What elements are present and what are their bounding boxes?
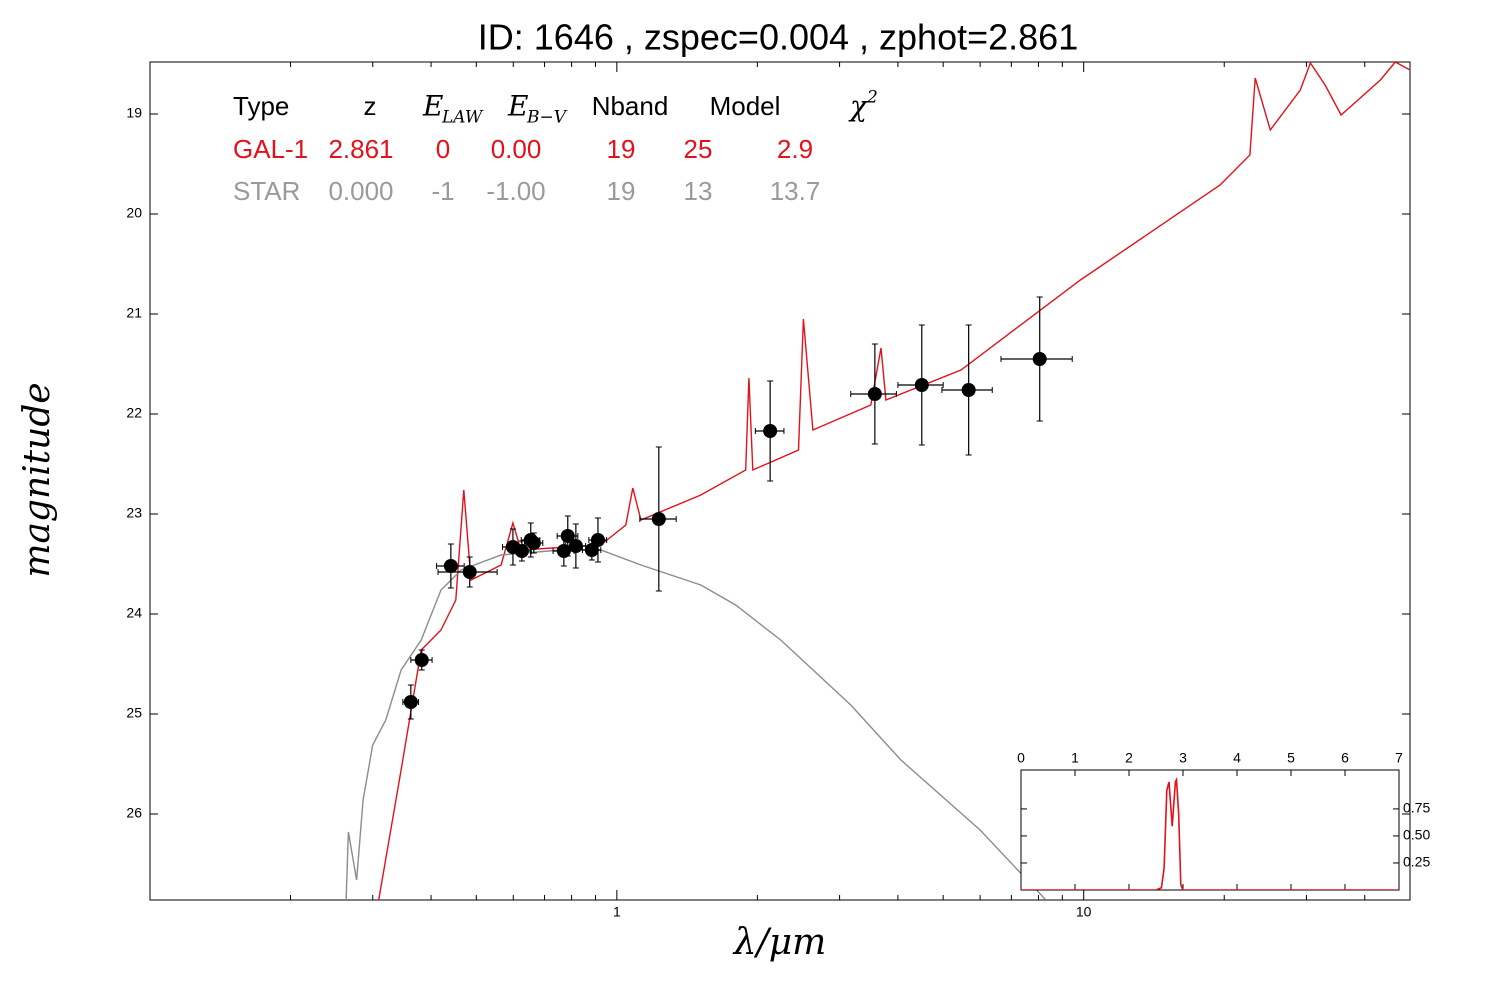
y-tick-label: 26: [126, 805, 142, 821]
inset-x-tick-label: 1: [1071, 750, 1079, 766]
y-axis-label: magnitude: [17, 382, 58, 577]
inset-x-tick-label: 7: [1395, 750, 1403, 766]
y-tick-label: 25: [126, 705, 142, 721]
data-point: [568, 539, 583, 553]
data-point: [403, 695, 418, 709]
data-point: [914, 378, 929, 392]
table-cell: 0.00: [491, 134, 542, 164]
table-header: Type: [233, 91, 289, 121]
x-tick-label: 10: [1076, 904, 1092, 920]
models: [345, 62, 1410, 900]
plot-frame: [149, 61, 1411, 901]
table-header: Nband: [592, 91, 669, 121]
data-point: [584, 543, 599, 557]
table-header: E: [507, 90, 528, 123]
inset-x-tick-label: 6: [1341, 750, 1349, 766]
inset-x-tick-label: 5: [1287, 750, 1295, 766]
y-tick-label: 24: [126, 605, 142, 621]
table-cell: 2.9: [777, 134, 813, 164]
inset-x-tick-label: 2: [1125, 750, 1133, 766]
inset-y-tick-label: 0.25: [1403, 854, 1430, 870]
table-header-sub: LAW: [441, 108, 484, 128]
table-cell: 0.000: [328, 176, 393, 206]
data-point: [462, 565, 477, 579]
data-point: [1032, 352, 1047, 366]
table-cell: 13.7: [770, 176, 821, 206]
model-curve: [378, 62, 1410, 900]
data-point: [590, 533, 605, 547]
table-cell: 25: [684, 134, 713, 164]
data-point: [651, 512, 666, 526]
pdf-curve: [1021, 776, 1399, 890]
table-cell: 13: [684, 176, 713, 206]
y-tick-label: 21: [126, 305, 142, 321]
data-point: [961, 383, 976, 397]
data-point: [514, 544, 529, 558]
chart-title: ID: 1646 , zspec=0.004 , zphot=2.861: [478, 17, 1078, 58]
table-header: χ: [848, 90, 869, 123]
y-tick-label: 20: [126, 205, 142, 221]
y-tick-label: 19: [126, 105, 142, 121]
table-header: E: [422, 90, 443, 123]
inset-x-tick-label: 3: [1179, 750, 1187, 766]
table-cell: -1.00: [486, 176, 545, 206]
table-header-sup: 2: [866, 88, 878, 108]
data-point: [560, 529, 575, 543]
table-cell: 19: [607, 134, 636, 164]
table-header-sub: B−V: [526, 108, 568, 128]
inset-y-tick-label: 0.50: [1403, 827, 1430, 843]
y-tick-label: 22: [126, 405, 142, 421]
data-point: [763, 424, 778, 438]
table-cell: STAR: [233, 176, 300, 206]
data-point: [414, 653, 429, 667]
model-curve: [345, 549, 1047, 900]
inset-x-tick-label: 4: [1233, 750, 1241, 766]
inset-frame: [1020, 769, 1400, 891]
inset-x-tick-label: 0: [1017, 750, 1025, 766]
data-point: [867, 387, 882, 401]
table-cell: -1: [431, 176, 454, 206]
x-axis-label: λ/μm: [732, 922, 826, 963]
x-tick-label: 1: [613, 904, 621, 920]
table-cell: GAL-1: [233, 134, 308, 164]
inset-plot: 0 1 2 3 4 5 6 7 0.25 0.50 0.75: [1017, 750, 1430, 891]
table-header: Model: [710, 91, 781, 121]
table-cell: 0: [436, 134, 450, 164]
data-point: [526, 536, 541, 550]
data-point: [443, 559, 458, 573]
y-tick-label: 23: [126, 505, 142, 521]
table-header: z: [364, 91, 377, 121]
table-cell: 2.861: [328, 134, 393, 164]
table-cell: 19: [607, 176, 636, 206]
inset-y-tick-label: 0.75: [1403, 800, 1430, 816]
